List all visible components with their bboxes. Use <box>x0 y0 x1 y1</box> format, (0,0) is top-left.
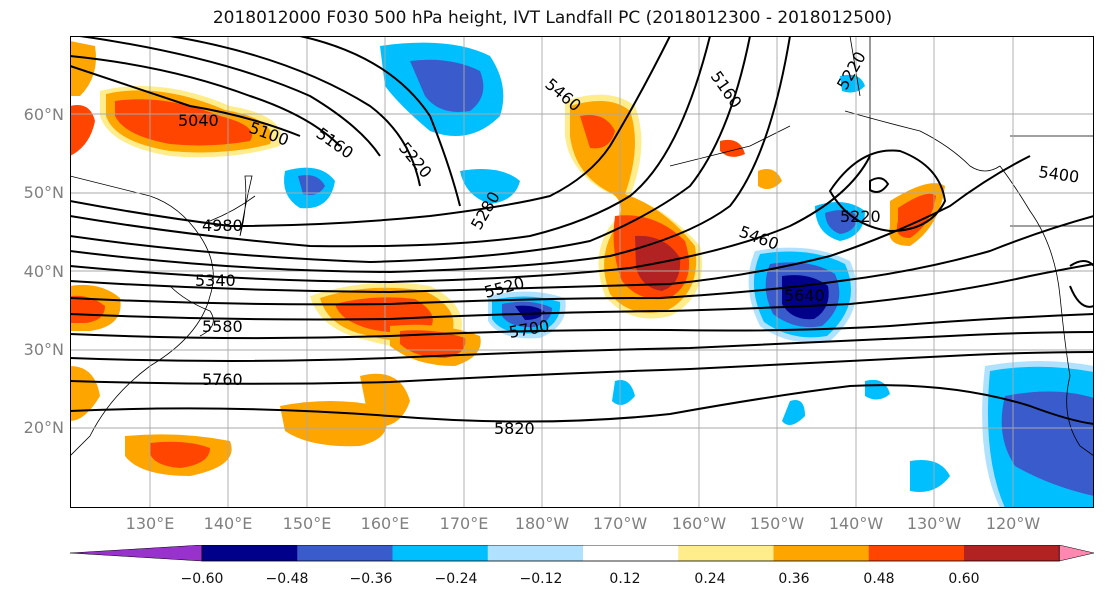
colorbar-segment <box>297 545 393 561</box>
lon-label: 130°E <box>125 514 175 533</box>
colorbar-segment <box>392 545 489 561</box>
coastlines <box>70 36 1094 457</box>
colorbar-segment <box>583 545 679 561</box>
ivt-shading <box>70 41 1094 508</box>
lat-label: 60°N <box>23 105 64 124</box>
colorbar-tick: −0.36 <box>349 571 393 587</box>
colorbar-extension-low <box>70 545 203 562</box>
contour-label: 5820 <box>494 419 535 438</box>
contour-label: 5040 <box>178 111 219 130</box>
colorbar-tick: 0.36 <box>778 571 810 587</box>
lon-label: 160°E <box>360 514 410 533</box>
contour-label: 4980 <box>202 216 243 235</box>
map-frame <box>70 36 1094 508</box>
colorbar-tick: 0.60 <box>948 571 980 587</box>
contour-label: 5340 <box>195 271 236 290</box>
lon-label: 150°E <box>282 514 332 533</box>
contour-label: 5760 <box>202 370 243 389</box>
height-contours <box>70 36 1094 425</box>
colorbar-tick: −0.24 <box>434 571 478 587</box>
colorbar-segment <box>678 545 774 561</box>
colorbar-segment <box>868 545 965 561</box>
colorbar-segment <box>202 545 298 561</box>
lat-label: 40°N <box>23 262 64 281</box>
contour-label: 5580 <box>202 317 243 336</box>
lon-label: 120°W <box>985 514 1041 533</box>
lon-label: 140°W <box>828 514 884 533</box>
colorbar-tick: 0.12 <box>609 571 641 587</box>
colorbar-segment <box>487 545 584 561</box>
colorbar-segment <box>773 545 870 561</box>
colorbar-tick: 0.48 <box>863 571 895 587</box>
colorbar-segment <box>964 545 1060 561</box>
colorbar-segments <box>70 545 1094 562</box>
lat-label: 30°N <box>23 340 64 359</box>
colorbar-tick: −0.48 <box>265 571 309 587</box>
lat-label: 50°N <box>23 183 64 202</box>
map-title: 2018012000 F030 500 hPa height, IVT Land… <box>212 8 893 28</box>
lon-label: 160°W <box>671 514 727 533</box>
lon-label: 170°W <box>592 514 648 533</box>
map-panel: 5040 5100 5160 5220 5280 4980 5340 5580 … <box>70 36 1094 508</box>
lon-label: 130°W <box>906 514 962 533</box>
colorbar-frame <box>201 545 1060 562</box>
lat-label: 20°N <box>23 418 64 437</box>
colorbar-extension-high <box>1059 545 1094 562</box>
lon-label: 150°W <box>749 514 805 533</box>
colorbar <box>70 545 1094 562</box>
lon-label: 170°E <box>439 514 489 533</box>
colorbar-tick: 0.24 <box>694 571 726 587</box>
lon-label: 180°W <box>514 514 570 533</box>
contour-label: 5640 <box>784 286 825 305</box>
lon-label: 140°E <box>203 514 253 533</box>
colorbar-tick: −0.12 <box>519 571 563 587</box>
contour-label: 5220 <box>840 207 881 226</box>
colorbar-tick: −0.60 <box>180 571 224 587</box>
